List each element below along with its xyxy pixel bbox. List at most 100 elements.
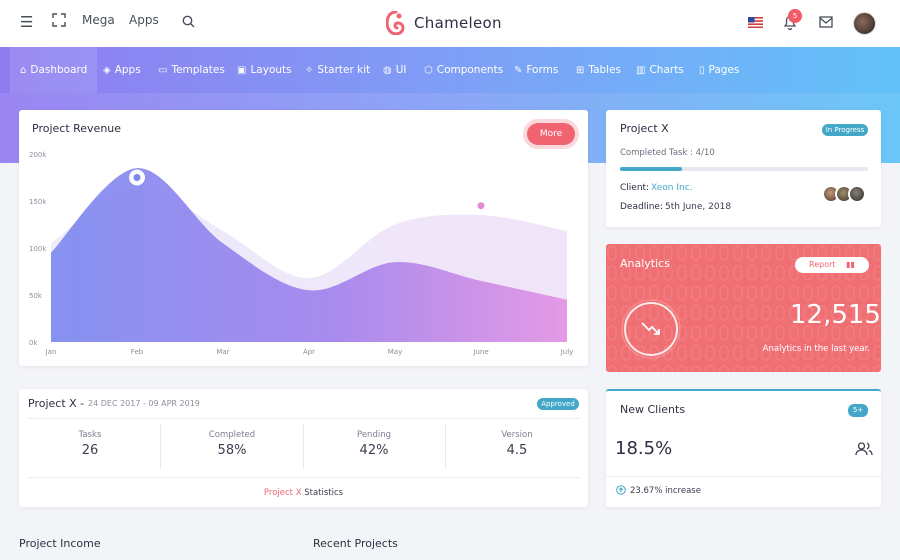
arrow-up-circle-icon (616, 485, 626, 495)
stat-value: 26 (81, 443, 99, 458)
stat-label: Pending (357, 430, 391, 440)
nav-item-label: Starter kit (317, 64, 371, 76)
analytics-value: 12,515 (790, 300, 881, 330)
grid-icon: ⊞ (576, 64, 585, 76)
stat-value: 42% (359, 443, 389, 458)
statistics-label: Statistics (304, 488, 344, 498)
approved-badge: Approved (537, 398, 579, 410)
search-icon[interactable] (182, 15, 195, 31)
nav-item-label: Dashboard (30, 64, 88, 76)
divider (28, 477, 580, 478)
y-tick-label: 200k (29, 151, 47, 159)
status-badge: In Progress (822, 124, 868, 136)
project-income-title: Project Income (19, 537, 101, 550)
nav-item-label: Templates (171, 64, 225, 76)
nav-item-ui[interactable]: ◍ UI (383, 47, 407, 93)
new-clients-badge: 5+ (848, 404, 868, 417)
file-icon: ▯ (699, 64, 705, 76)
report-button[interactable]: Report ▮▮ (795, 257, 869, 273)
nav-item-templates[interactable]: ▭ Templates (158, 47, 225, 93)
analytics-caption: Analytics in the last year. (762, 344, 870, 354)
box-icon: ⬡ (424, 64, 433, 76)
nav-item-starter-kit[interactable]: ✧ Starter kit (305, 47, 370, 93)
stat-tasks: Tasks 26 (30, 430, 150, 458)
mail-icon[interactable] (819, 16, 833, 28)
project-dates: 24 DEC 2017 - 09 APR 2019 (88, 399, 200, 408)
nav-item-label: Charts (649, 64, 684, 76)
deadline-label: Deadline: (620, 202, 663, 212)
nav-item-charts[interactable]: ▥ Charts (636, 47, 684, 93)
zap-icon: ✧ (305, 64, 314, 76)
nav-item-label: Apps (114, 64, 141, 76)
mega-menu-link[interactable]: Mega (82, 13, 115, 27)
new-clients-card (606, 389, 881, 507)
trend-down-icon (621, 299, 681, 359)
globe-icon: ◍ (383, 64, 392, 76)
task-progress-bar (620, 167, 868, 171)
brand-name: Chameleon (414, 14, 502, 32)
project-link[interactable]: Project X (263, 488, 302, 498)
client-link[interactable]: Xeon Inc. (651, 183, 693, 193)
stat-value: 4.5 (506, 443, 528, 458)
user-avatar[interactable] (853, 12, 876, 35)
stat-version: Version 4.5 (457, 430, 577, 458)
brand[interactable]: Chameleon (386, 11, 502, 35)
nav-item-apps[interactable]: ◈ Apps (103, 47, 141, 93)
divider (445, 424, 446, 468)
completed-task-label: Completed Task : 4/10 (620, 148, 715, 158)
new-clients-percent: 18.5% (615, 438, 673, 459)
divider (28, 418, 580, 419)
nav-item-pages[interactable]: ▯ Pages (699, 47, 739, 93)
layout-icon: ▣ (237, 64, 247, 76)
nav-item-layouts[interactable]: ▣ Layouts (237, 47, 292, 93)
revenue-chart: 200k 150k 100k 50k 0k Jan Feb Mar Apr May June Jul… (29, 151, 574, 356)
monitor-icon: ▭ (158, 64, 168, 76)
x-tick-label: Jan (45, 348, 57, 356)
y-tick-label: 0k (29, 339, 38, 347)
fullscreen-icon[interactable] (52, 13, 66, 30)
nav-item-label: Layouts (250, 64, 292, 76)
nav-item-dashboard[interactable]: ⌂ Dashboard (10, 47, 98, 93)
y-tick-label: 50k (29, 292, 43, 300)
stat-label: Version (501, 430, 533, 440)
chameleon-logo-icon (386, 11, 405, 35)
task-progress-fill (620, 167, 682, 171)
x-tick-label: Feb (131, 348, 144, 356)
divider (303, 424, 304, 468)
y-tick-label: 100k (29, 245, 47, 253)
x-tick-label: May (388, 348, 402, 356)
apps-menu-link[interactable]: Apps (129, 13, 159, 27)
x-tick-label: June (472, 348, 488, 356)
bar-chart-icon: ▥ (636, 64, 646, 76)
us-flag-icon[interactable] (748, 17, 763, 28)
nav-item-label: Components (436, 64, 504, 76)
project-stats-title: Project X - (28, 397, 85, 410)
statistics-footer: Project X Statistics (19, 488, 588, 498)
report-label: Report (809, 260, 836, 269)
data-point-dot (133, 174, 141, 181)
nav-item-forms[interactable]: ✎ Forms (514, 47, 558, 93)
nav-item-tables[interactable]: ⊞ Tables (576, 47, 621, 93)
divider (160, 424, 161, 468)
more-button[interactable]: More (527, 123, 575, 145)
nav-item-label: Tables (588, 64, 622, 76)
layers-icon: ◈ (103, 64, 111, 76)
bar-chart-icon: ▮▮ (846, 260, 855, 269)
avatar[interactable] (848, 185, 866, 203)
nav-item-label: Pages (708, 64, 740, 76)
stat-pending: Pending 42% (314, 430, 434, 458)
menu-icon[interactable]: ☰ (20, 13, 34, 31)
stat-value: 58% (217, 443, 247, 458)
analytics-title: Analytics (620, 257, 670, 270)
nav-item-components[interactable]: ⬡ Components (424, 47, 503, 93)
project-title: Project X (620, 122, 669, 135)
main-nav: ⌂ Dashboard ◈ Apps ▭ Templates ▣ Layouts… (0, 47, 900, 93)
users-icon (855, 442, 873, 456)
team-avatars (822, 185, 870, 205)
client-label: Client: (620, 183, 650, 193)
deadline-value: 5th June, 2018 (665, 202, 732, 212)
revenue-title: Project Revenue (32, 122, 122, 135)
top-bar: ☰ Mega Apps Chameleon 5 (0, 0, 900, 47)
divider (606, 476, 881, 477)
x-tick-label: July (560, 348, 574, 356)
